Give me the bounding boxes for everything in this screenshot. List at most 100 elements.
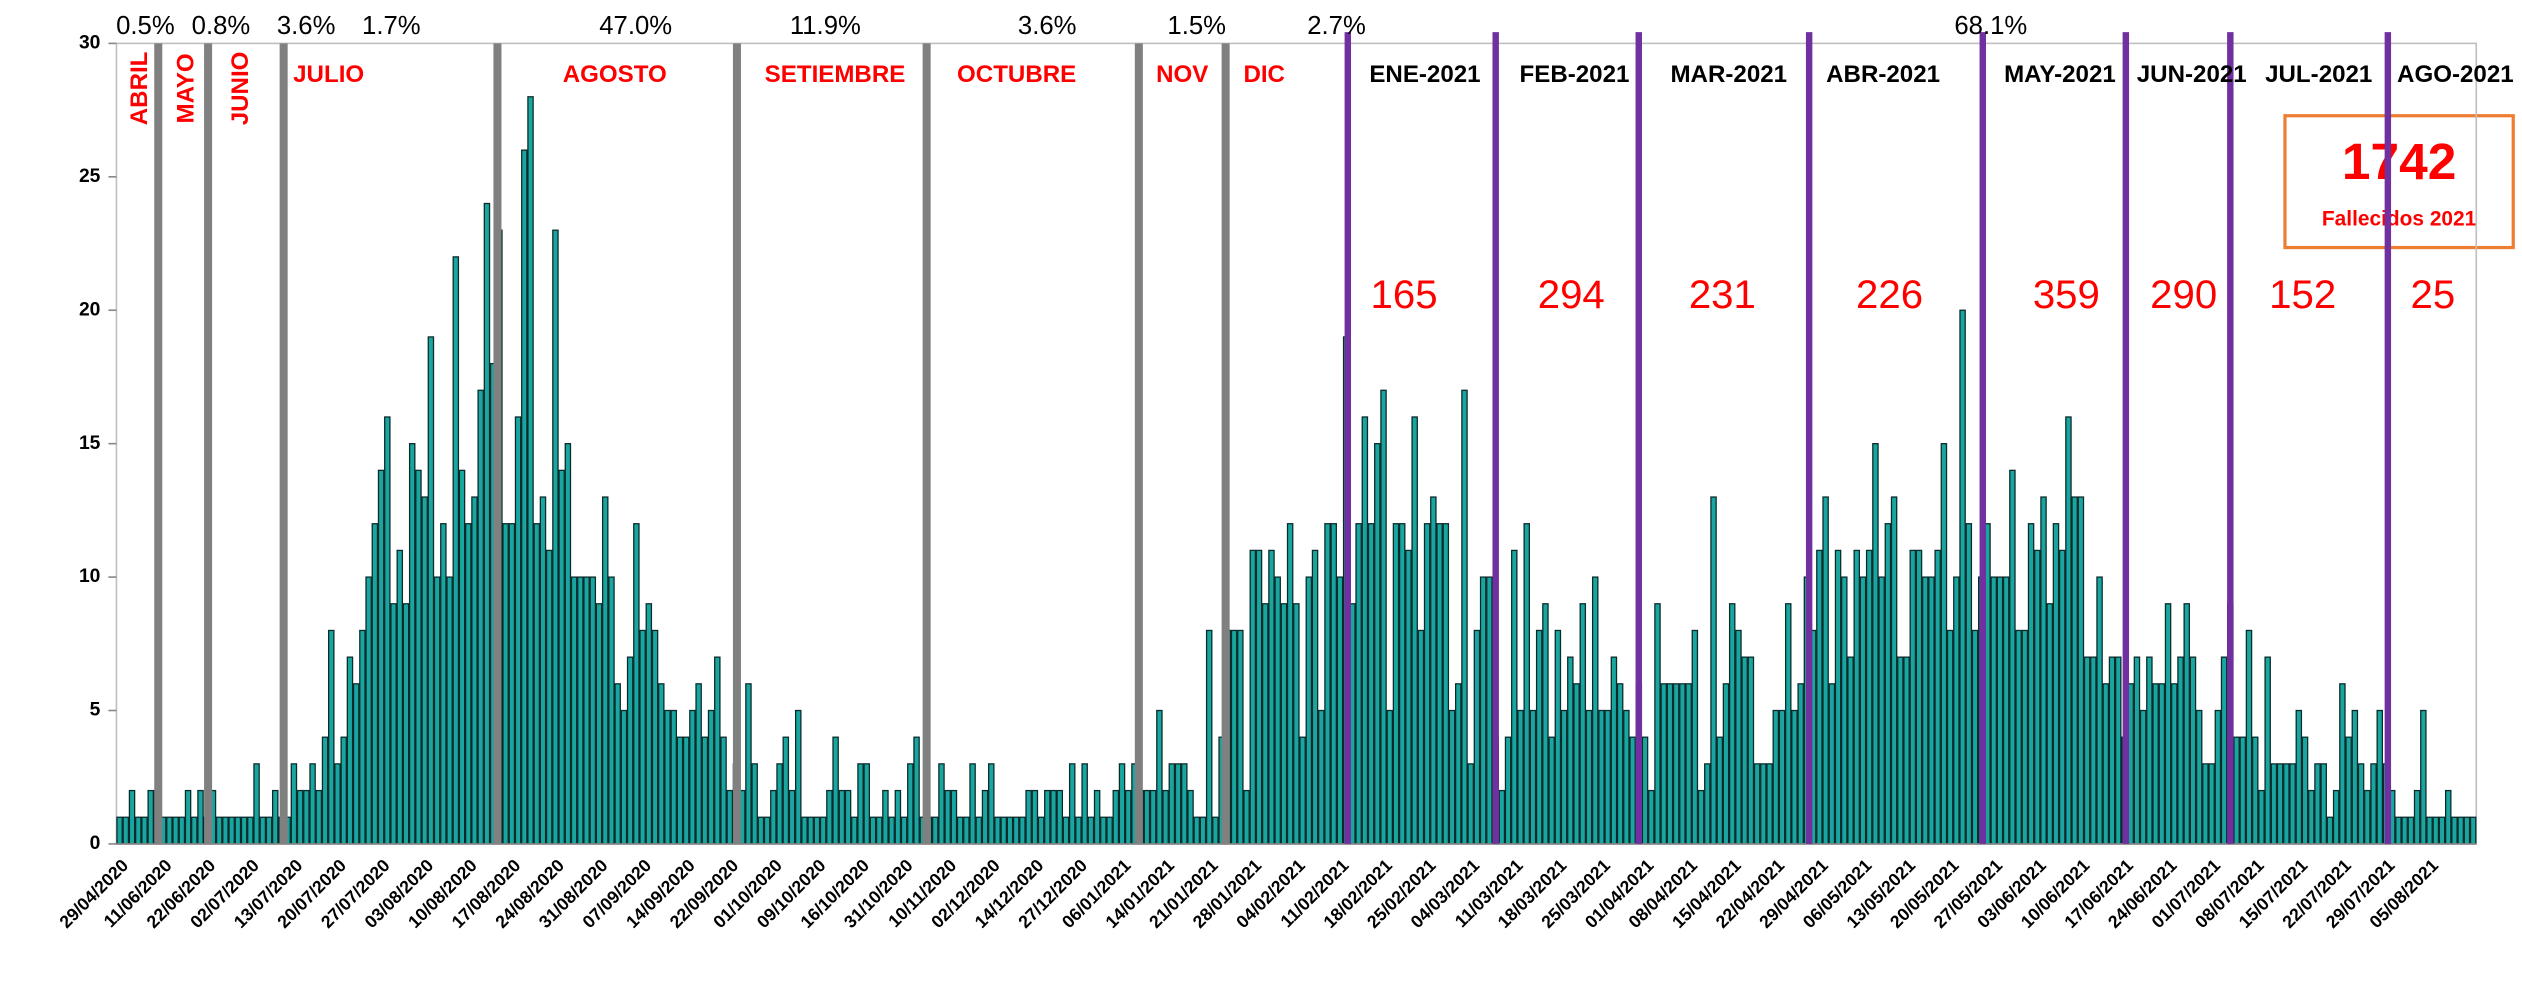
- bar: [770, 789, 777, 845]
- bar: [315, 789, 323, 845]
- bar: [2015, 629, 2022, 845]
- bar: [1386, 709, 1394, 845]
- bar: [1162, 789, 1169, 845]
- bar: [888, 816, 895, 845]
- bar: [1604, 709, 1611, 845]
- bar: [1199, 816, 1207, 845]
- bar: [396, 549, 404, 845]
- bar: [1511, 549, 1518, 845]
- bar: [2251, 736, 2259, 845]
- bar: [1878, 576, 1885, 845]
- bar: [2146, 656, 2153, 845]
- bar: [2469, 816, 2477, 845]
- bar: [2152, 683, 2159, 845]
- bar: [1654, 603, 1661, 845]
- bar: [2264, 656, 2271, 845]
- bar: [2357, 763, 2365, 845]
- bar: [2065, 416, 2072, 845]
- bar: [1448, 709, 1456, 845]
- bar: [558, 469, 565, 845]
- bar: [620, 709, 628, 845]
- bar: [1716, 736, 1724, 845]
- bar: [1816, 549, 1823, 845]
- bar: [583, 576, 590, 845]
- bar: [1280, 603, 1288, 845]
- period-percentage: 0.8%: [192, 12, 251, 40]
- bar: [1735, 629, 1742, 845]
- bar: [215, 816, 223, 845]
- bar: [1075, 816, 1082, 845]
- bar: [1691, 629, 1699, 845]
- bar: [2245, 629, 2253, 845]
- bar: [2239, 736, 2247, 845]
- bar: [521, 149, 528, 845]
- bar: [1293, 603, 1300, 845]
- bar: [882, 789, 889, 845]
- period-percentage: 68.1%: [1954, 12, 2027, 40]
- bar: [408, 443, 416, 845]
- bar: [1093, 789, 1101, 845]
- bar: [2171, 683, 2178, 845]
- bar: [1685, 683, 1692, 845]
- bar: [714, 656, 721, 845]
- bar: [988, 763, 995, 845]
- bar: [614, 683, 621, 845]
- bar: [1934, 549, 1941, 845]
- bar: [191, 816, 198, 845]
- bar: [1629, 736, 1636, 845]
- bar: [2395, 816, 2402, 845]
- bar: [757, 816, 765, 845]
- bar: [1822, 496, 1829, 845]
- bar: [2189, 656, 2197, 845]
- bar: [1560, 709, 1568, 845]
- month-label: AGO-2021: [2397, 61, 2514, 88]
- bar: [508, 523, 516, 845]
- callout-label: Fallecidos 2021: [2322, 208, 2477, 231]
- bar: [788, 789, 796, 845]
- bar: [1012, 816, 1020, 845]
- bar: [2083, 656, 2091, 845]
- bar: [1237, 629, 1244, 845]
- bar: [851, 816, 858, 845]
- bar: [564, 443, 572, 845]
- bar: [2289, 763, 2296, 845]
- bar: [1791, 709, 1798, 845]
- bar: [240, 816, 248, 845]
- bar: [1486, 576, 1493, 845]
- bar: [253, 763, 260, 845]
- bar: [2463, 816, 2471, 845]
- bar: [2407, 816, 2415, 845]
- bar: [2040, 496, 2047, 845]
- bar: [1156, 709, 1163, 845]
- bar: [1025, 789, 1032, 845]
- bar: [1174, 763, 1182, 845]
- bar: [1261, 603, 1269, 845]
- bar: [2432, 816, 2440, 845]
- bar: [2345, 736, 2352, 845]
- bar: [1585, 709, 1593, 845]
- bar: [502, 523, 509, 845]
- month-label: ABRIL: [126, 52, 153, 126]
- bar: [1230, 629, 1238, 845]
- bar: [415, 469, 422, 845]
- bar: [745, 683, 752, 845]
- bar: [1971, 629, 1979, 845]
- bar: [2301, 736, 2309, 845]
- bar: [427, 336, 435, 845]
- bar: [2332, 789, 2340, 845]
- bar: [228, 816, 235, 845]
- bar: [1087, 816, 1095, 845]
- bar: [1797, 683, 1804, 845]
- bar: [2457, 816, 2464, 845]
- bar: [1205, 629, 1213, 845]
- bar: [695, 683, 702, 845]
- bar: [1728, 603, 1736, 845]
- bar: [832, 736, 839, 845]
- bar: [172, 816, 179, 845]
- bar: [577, 576, 584, 845]
- bar: [1436, 523, 1443, 845]
- bar: [2071, 496, 2078, 845]
- bar: [2444, 789, 2452, 845]
- bar: [813, 816, 821, 845]
- bar: [1535, 629, 1543, 845]
